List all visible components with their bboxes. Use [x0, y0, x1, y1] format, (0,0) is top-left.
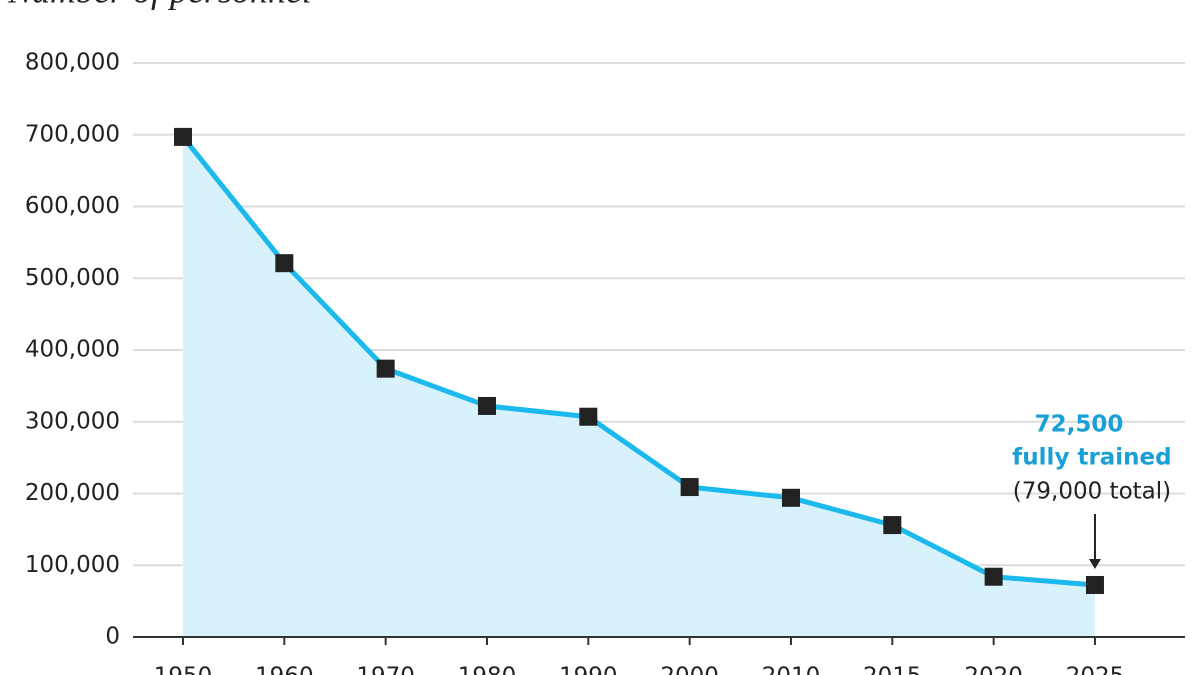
x-tick-label: 2020: [964, 664, 1023, 675]
y-tick-label: 100,000: [25, 552, 120, 578]
line: [181, 135, 1096, 588]
marker: [781, 488, 800, 507]
x-tick-label: 2000: [660, 664, 719, 675]
marker: [579, 407, 598, 426]
chart-title: Number of personnel: [7, 0, 312, 10]
area: [183, 136, 1095, 637]
marker: [680, 478, 699, 497]
x-tick-label: 2025: [1066, 664, 1125, 675]
marker: [984, 567, 1003, 586]
marker: [1085, 575, 1104, 594]
y-tick-label: 400,000: [25, 337, 120, 363]
x-tick-label: 1980: [458, 664, 517, 675]
x-tick-label: 1960: [255, 664, 314, 675]
y-tick-label: 600,000: [25, 193, 120, 219]
x-tick-label: 1950: [154, 664, 213, 675]
y-tick-label: 800,000: [25, 50, 120, 76]
marker: [477, 396, 496, 415]
y-tick-label: 300,000: [25, 408, 120, 434]
arrow-head: [1088, 558, 1101, 569]
x-tick-label: 2015: [863, 664, 922, 675]
annotation: (79,000 total): [1013, 478, 1171, 504]
marker: [275, 254, 294, 273]
marker: [174, 127, 192, 146]
marker: [376, 359, 395, 378]
x-tick-label: 1990: [559, 664, 618, 675]
y-tick-label: 0: [105, 624, 120, 650]
y-tick-label: 500,000: [25, 265, 120, 291]
y-tick-label: 200,000: [25, 480, 120, 506]
value-label: 72,500: [1035, 411, 1124, 437]
marker: [883, 516, 902, 535]
y-tick-label: 700,000: [25, 121, 120, 147]
annotation: fully trained: [1012, 444, 1171, 470]
x-tick-label: 1970: [356, 664, 415, 675]
x-tick-label: 2010: [762, 664, 821, 675]
